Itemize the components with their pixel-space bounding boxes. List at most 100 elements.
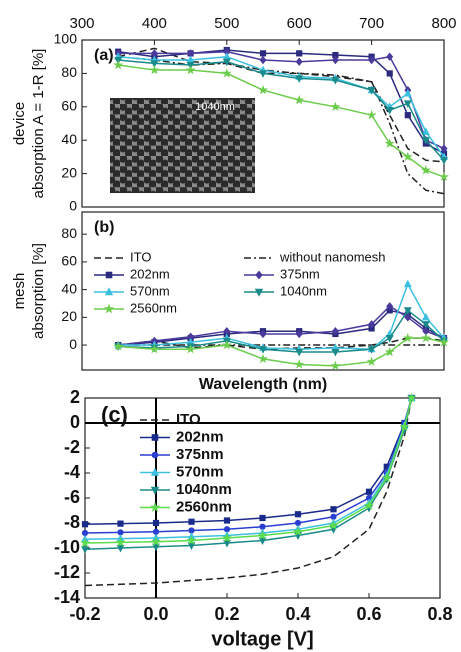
marker (152, 543, 160, 552)
panel-label: (b) (94, 219, 114, 236)
marker (367, 346, 376, 354)
x-tick-label: 800 (431, 15, 456, 32)
legend-label: 1040nm (176, 481, 232, 498)
y-tick-label: 40 (61, 280, 77, 296)
x-tick-label: -0.2 (69, 604, 100, 624)
x-tick-label: 0.8 (427, 604, 452, 624)
y-tick-label: 60 (61, 253, 77, 269)
legend-label: ITO (176, 411, 201, 428)
x-tick-label: 0.6 (356, 604, 381, 624)
plot-frame (84, 397, 441, 599)
marker (152, 519, 160, 527)
series-line (118, 309, 445, 353)
y-tick-label: 60 (61, 98, 77, 114)
marker (104, 287, 114, 296)
legend-label: 570nm (176, 463, 224, 480)
marker (185, 64, 196, 75)
marker (403, 100, 412, 108)
inset-label: 1040nm (195, 101, 235, 113)
marker (186, 535, 197, 545)
legend-label: ITO (130, 249, 151, 264)
marker (421, 321, 430, 329)
x-axis-label: Wavelength (nm) (199, 376, 327, 393)
marker (295, 348, 304, 357)
marker (439, 337, 449, 347)
marker (259, 329, 267, 339)
marker (421, 127, 430, 135)
marker (384, 138, 395, 148)
y-tick-label: -2 (64, 437, 80, 457)
y-tick-label: -4 (64, 462, 80, 482)
legend-label: 570nm (130, 283, 170, 298)
marker (368, 55, 376, 65)
marker (103, 303, 115, 314)
marker (296, 50, 303, 57)
marker (117, 520, 124, 527)
marker (364, 500, 374, 510)
marker (188, 518, 195, 525)
marker (259, 514, 266, 522)
y-tick-label: -14 (54, 587, 80, 607)
marker (366, 109, 377, 120)
series-line (118, 55, 445, 158)
x-tick-label: 400 (142, 15, 167, 32)
marker (221, 339, 232, 350)
marker (254, 288, 264, 297)
marker (386, 302, 394, 311)
marker (115, 537, 126, 547)
y-axis-label: device (11, 102, 28, 145)
marker (257, 530, 268, 540)
series-line (84, 397, 413, 550)
marker (259, 55, 267, 65)
legend-label: 375nm (280, 266, 320, 281)
legend-label: 2560nm (176, 498, 232, 515)
marker (331, 55, 339, 65)
marker (295, 329, 303, 339)
x-tick-label: 300 (69, 15, 94, 32)
y-axis-label: absorption A = 1-R [%] (30, 49, 47, 199)
legend-label: 375nm (176, 446, 224, 463)
marker (105, 271, 113, 279)
marker (403, 88, 412, 97)
marker (384, 346, 395, 357)
marker (255, 270, 263, 280)
sem-inset (110, 98, 255, 193)
marker (293, 526, 303, 536)
marker (113, 59, 124, 70)
marker (150, 486, 160, 495)
marker (331, 327, 339, 336)
series-line (118, 337, 445, 367)
marker (366, 356, 377, 366)
marker (330, 360, 341, 371)
marker (81, 546, 89, 554)
marker (328, 520, 339, 530)
y-tick-label: -12 (54, 562, 80, 582)
series-line (84, 397, 413, 534)
y-tick-label: 20 (61, 164, 77, 180)
panel-label: (c) (101, 402, 128, 427)
marker (421, 312, 430, 321)
series-line (118, 282, 445, 350)
y-tick-label: 0 (70, 412, 80, 432)
y-tick-label: -6 (64, 487, 80, 507)
x-tick-label: 0.4 (285, 604, 310, 624)
marker (368, 320, 376, 329)
marker (259, 50, 267, 57)
y-tick-label: -8 (64, 512, 80, 532)
y-tick-label: 100 (54, 31, 78, 47)
y-tick-label: 2 (70, 387, 80, 407)
marker (294, 94, 305, 105)
marker (385, 107, 394, 115)
y-tick-label: 80 (61, 225, 77, 241)
marker (259, 70, 267, 78)
marker (365, 488, 373, 495)
marker (149, 344, 160, 354)
marker (150, 60, 159, 68)
x-tick-label: 700 (359, 15, 384, 32)
marker (116, 544, 125, 553)
legend-label: 1040nm (280, 283, 327, 298)
marker (402, 332, 413, 343)
marker (295, 75, 304, 83)
x-tick-label: 600 (287, 15, 312, 32)
